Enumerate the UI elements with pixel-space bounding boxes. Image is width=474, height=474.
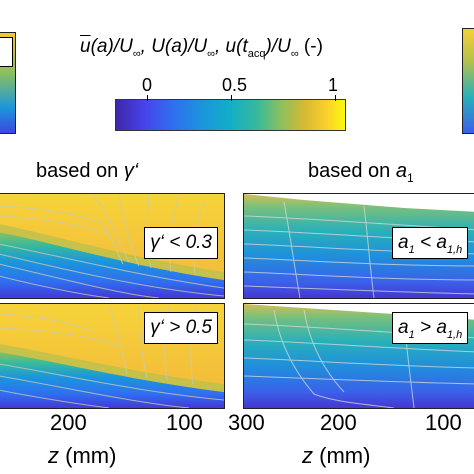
panel-left-bottom-condition: γ‘ > 0.5 bbox=[144, 312, 218, 344]
right-column-title: based on a1 bbox=[308, 160, 414, 185]
left-axis-tick-200: 200 bbox=[50, 410, 87, 435]
panel-left-bottom: γ‘ > 0.5 bbox=[0, 303, 225, 409]
colorbar-tickmark-1 bbox=[335, 95, 336, 101]
right-axis-tick-200: 200 bbox=[320, 410, 357, 435]
panel-right-top: a1 < a1,h bbox=[243, 193, 474, 299]
top-right-clipped-panel bbox=[462, 28, 474, 134]
colorbar bbox=[115, 99, 346, 131]
right-axis-tick-100: 100 bbox=[425, 410, 462, 435]
left-xaxis-label: z (mm) bbox=[48, 443, 117, 468]
panel-right-top-condition: a1 < a1,h bbox=[392, 227, 469, 259]
colorbar-tickmark-0 bbox=[147, 95, 148, 101]
colorbar-tick-0: 0 bbox=[142, 75, 153, 95]
top-left-clipped-panel bbox=[0, 32, 16, 134]
colorbar-title: u(a)/U∞, U(a)/U∞, u(tacq)/U∞ (-) bbox=[80, 36, 323, 60]
panel-right-bottom-condition: a1 > a1,h bbox=[392, 312, 469, 344]
right-xaxis-label: z (mm) bbox=[302, 443, 371, 468]
colorbar-tick-1: 1 bbox=[328, 75, 339, 95]
panel-right-bottom: a1 > a1,h bbox=[243, 303, 474, 409]
panel-left-top-condition: γ‘ < 0.3 bbox=[144, 227, 218, 259]
top-left-clipped-label-box bbox=[0, 37, 13, 67]
panel-left-top: γ‘ < 0.3 bbox=[0, 193, 225, 299]
colorbar-tick-05: 0.5 bbox=[222, 75, 248, 95]
colorbar-tickmark-05 bbox=[231, 95, 232, 101]
right-axis-tick-300: 300 bbox=[228, 410, 265, 435]
panel-left-bottom-field bbox=[0, 304, 224, 408]
left-axis-tick-100: 100 bbox=[166, 410, 203, 435]
left-column-title: based on γ‘ bbox=[36, 160, 139, 182]
